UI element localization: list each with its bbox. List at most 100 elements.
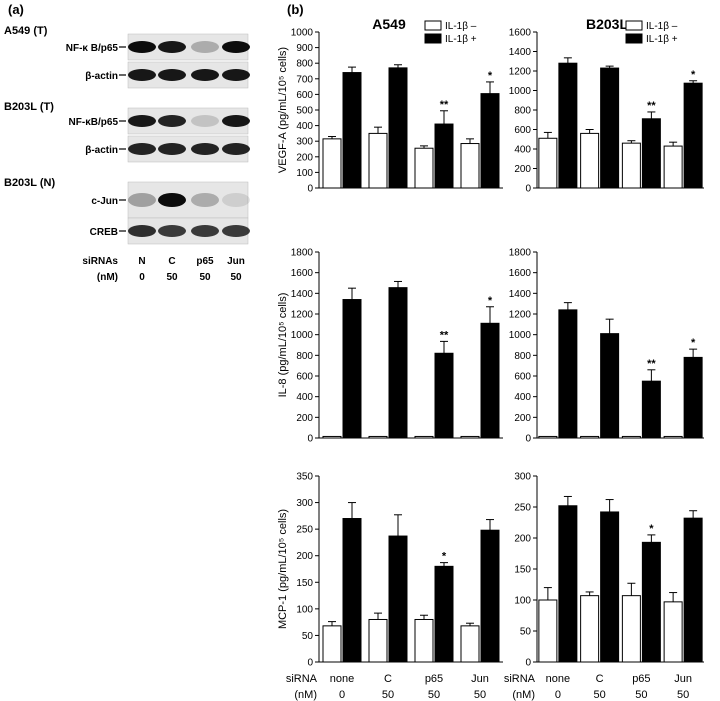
- x-category-label: p65: [425, 673, 443, 685]
- x-category-conc: 0: [339, 689, 345, 701]
- bar-il1b-plus: [480, 93, 500, 189]
- blot-band: [222, 193, 250, 207]
- y-tick-label: 300: [296, 137, 313, 148]
- blot-band: [222, 115, 250, 127]
- y-tick-label: 100: [514, 596, 531, 607]
- bar-il1b-minus: [368, 435, 388, 439]
- bar-il1b-plus: [434, 123, 454, 189]
- bar-il1b-minus: [538, 137, 558, 189]
- y-tick-label: 50: [520, 627, 532, 638]
- y-tick-label: 800: [296, 351, 313, 362]
- y-tick-label: 200: [296, 152, 313, 163]
- y-tick-label: 400: [514, 392, 531, 403]
- blot-band: [128, 225, 156, 237]
- bar-il1b-minus: [621, 142, 641, 189]
- blot-band: [158, 225, 186, 237]
- x-axis-header: siRNA: [286, 673, 318, 685]
- legend-label-plus: IL-1β +: [646, 34, 678, 45]
- significance-mark: *: [649, 523, 654, 535]
- bar-il1b-minus: [663, 145, 683, 189]
- bar-il1b-minus: [322, 625, 342, 663]
- bar-il1b-minus: [460, 143, 480, 189]
- bar-il1b-minus: [460, 435, 480, 439]
- x-axis-header-unit: (nM): [512, 689, 535, 701]
- blot-band: [128, 69, 156, 81]
- x-category-conc: 0: [555, 689, 561, 701]
- y-tick-label: 800: [514, 351, 531, 362]
- y-tick-label: 1800: [291, 248, 314, 259]
- significance-mark: *: [488, 70, 493, 82]
- blot-row-label: CREB: [90, 227, 118, 238]
- significance-mark: **: [440, 329, 449, 341]
- y-tick-label: 1000: [509, 330, 532, 341]
- y-tick-label: 0: [525, 658, 531, 669]
- bar-il1b-plus: [683, 356, 703, 439]
- y-tick-label: 800: [514, 106, 531, 117]
- y-tick-label: 200: [514, 164, 531, 175]
- y-tick-label: 200: [514, 534, 531, 545]
- bar-il1b-plus: [641, 118, 661, 189]
- legend-swatch-plus: [424, 33, 442, 44]
- bar-il1b-minus: [621, 595, 641, 663]
- blot-lane-header: siRNAs: [82, 256, 118, 267]
- blot-band: [191, 69, 219, 81]
- chart-panel: 02004006008001000120014001600B203L***IL-…: [509, 16, 704, 195]
- x-category-label: Jun: [471, 673, 489, 685]
- x-axis-header: siRNA: [504, 673, 536, 685]
- y-tick-label: 1800: [509, 248, 532, 259]
- x-category-conc: 50: [382, 689, 394, 701]
- y-axis-label: IL-8 (pg/mL/10⁵ cells): [277, 293, 289, 398]
- y-tick-label: 100: [296, 168, 313, 179]
- blot-band: [191, 225, 219, 237]
- y-tick-label: 100: [296, 604, 313, 615]
- y-tick-label: 1200: [509, 67, 532, 78]
- panel-label-a: (a): [8, 2, 24, 17]
- bar-il1b-plus: [683, 517, 703, 663]
- y-tick-label: 1200: [509, 310, 532, 321]
- blot-band: [191, 193, 219, 207]
- legend-label-plus: IL-1β +: [445, 34, 477, 45]
- bar-il1b-minus: [368, 132, 388, 189]
- blot-band: [158, 193, 186, 207]
- y-tick-label: 900: [296, 43, 313, 54]
- bar-il1b-minus: [538, 599, 558, 663]
- y-tick-label: 0: [307, 184, 313, 195]
- bar-il1b-minus: [322, 138, 342, 189]
- blot-background: [127, 181, 249, 219]
- significance-mark: **: [647, 100, 656, 112]
- panel-label-b: (b): [287, 2, 304, 17]
- blot-strip: [127, 33, 250, 61]
- legend-label-minus: IL-1β –: [646, 21, 678, 32]
- significance-mark: *: [488, 295, 493, 307]
- y-tick-label: 1200: [291, 310, 314, 321]
- y-tick-label: 1600: [291, 268, 314, 279]
- y-tick-label: 350: [296, 472, 313, 483]
- blot-band: [128, 193, 156, 207]
- y-tick-label: 400: [296, 121, 313, 132]
- y-tick-label: 600: [296, 372, 313, 383]
- blot-band: [191, 41, 219, 53]
- y-tick-label: 0: [525, 434, 531, 445]
- y-tick-label: 200: [296, 551, 313, 562]
- bar-il1b-plus: [434, 352, 454, 439]
- y-tick-label: 600: [514, 125, 531, 136]
- bar-il1b-minus: [414, 147, 434, 189]
- bar-il1b-minus: [538, 435, 558, 439]
- bar-il1b-minus: [322, 435, 342, 439]
- chart-panel: 0 50 100 150 200 250 300 *: [514, 472, 704, 669]
- chart-panel: 0 50 100 150 200 250 300 350 MCP-1 (pg/mL/10⁵ ce…: [277, 472, 503, 669]
- blot-band: [222, 225, 250, 237]
- y-tick-label: 50: [302, 631, 314, 642]
- bar-il1b-minus: [368, 618, 388, 663]
- y-tick-label: 1600: [509, 268, 532, 279]
- blot-band: [191, 115, 219, 127]
- bar-il1b-plus: [641, 541, 661, 663]
- x-axis-header-unit: (nM): [294, 689, 317, 701]
- significance-mark: **: [647, 358, 656, 370]
- x-category-label: p65: [632, 673, 650, 685]
- x-category-label: C: [596, 673, 604, 685]
- bar-il1b-plus: [342, 72, 362, 189]
- significance-mark: **: [440, 99, 449, 111]
- blot-lane-label: p65: [196, 256, 214, 267]
- blot-strip: [127, 135, 250, 163]
